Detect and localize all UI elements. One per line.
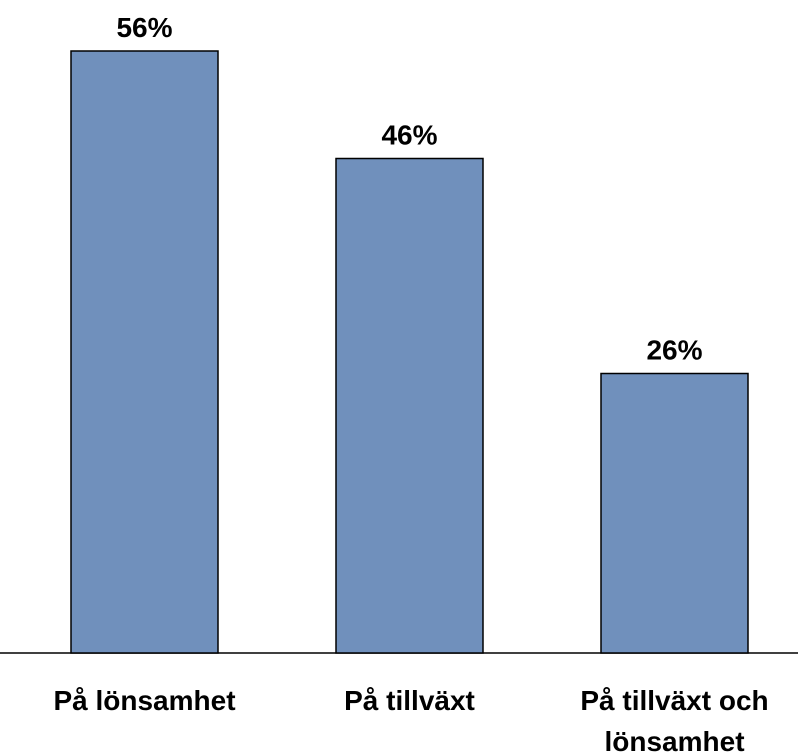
x-tick-label: På lönsamhet [53,685,236,716]
bar [70,50,219,654]
value-label: 26% [646,335,702,366]
value-label: 56% [116,12,172,43]
bar [600,372,749,654]
x-tick-label: På tillväxt [344,685,475,716]
value-label: 46% [381,120,437,151]
bar [335,157,484,654]
x-tick-label: På tillväxt och lönsamhet [580,685,769,756]
